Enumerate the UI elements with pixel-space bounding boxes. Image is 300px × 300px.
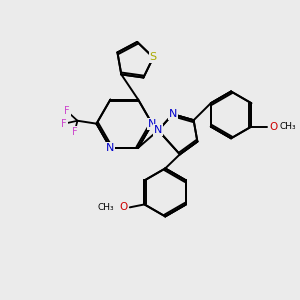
- Text: N: N: [106, 143, 115, 153]
- Text: N: N: [169, 109, 177, 119]
- Text: F: F: [72, 127, 77, 137]
- Text: CH₃: CH₃: [280, 122, 296, 131]
- Text: CH₃: CH₃: [97, 203, 114, 212]
- Text: F: F: [61, 119, 67, 129]
- Text: S: S: [150, 52, 157, 62]
- Text: N: N: [148, 119, 156, 129]
- Text: N: N: [154, 125, 162, 135]
- Text: O: O: [119, 202, 128, 212]
- Text: F: F: [64, 106, 70, 116]
- Text: O: O: [270, 122, 278, 132]
